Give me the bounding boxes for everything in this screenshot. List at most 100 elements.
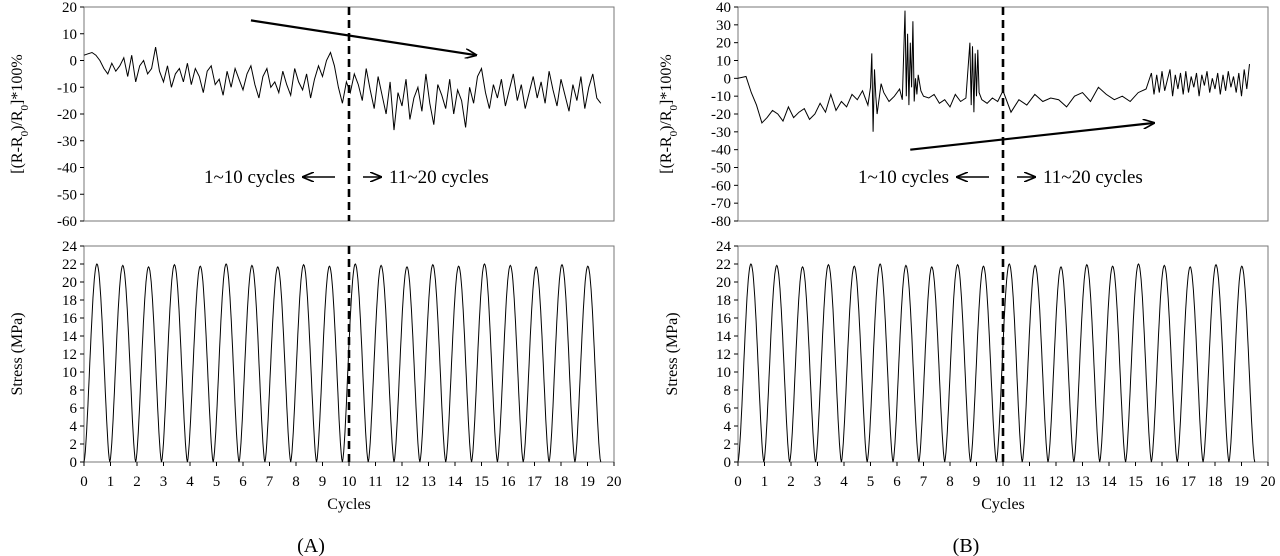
a-stress-ytick-label: 2 — [70, 437, 78, 453]
a-resistance-ytick-label: -10 — [57, 80, 77, 96]
b-resistance-trend-arrow — [910, 123, 1154, 151]
a-resistance-annotation-left: 1~10 cycles — [204, 167, 295, 188]
b-stress-xtick-label: 10 — [996, 474, 1011, 490]
b-resistance-series-line — [737, 10, 1250, 132]
b-stress-ytick-label: 4 — [724, 419, 732, 435]
b-resistance-ytick-label: -20 — [711, 107, 731, 123]
b-stress-ytick-label: 18 — [716, 293, 731, 309]
a-resistance-annotation-right: 11~20 cycles — [389, 167, 489, 188]
b-stress-xtick-label: 11 — [1022, 474, 1036, 490]
a-resistance-ylabel: [(R-R0)/R0]*100% — [9, 54, 31, 173]
b-resistance-ylabel: [(R-R0)/R0]*100% — [658, 54, 680, 173]
a-stress-xtick-label: 4 — [186, 474, 194, 490]
b-stress-stress-series-line — [737, 263, 1256, 463]
b-stress-xtick-label: 12 — [1049, 474, 1064, 490]
a-stress-xtick-label: 18 — [554, 474, 569, 490]
a-stress-ytick-label: 6 — [70, 401, 78, 417]
b-stress-xtick-label: 7 — [920, 474, 928, 490]
b-stress-ytick-label: 2 — [724, 437, 732, 453]
a-stress-xtick-label: 7 — [266, 474, 274, 490]
a-resistance-ytick-label: -50 — [57, 187, 77, 203]
b-stress-ytick-label: 12 — [716, 347, 731, 363]
a-stress-ytick-label: 10 — [62, 365, 77, 381]
a-stress-xtick-label: 13 — [421, 474, 436, 490]
b-stress-ytick-label: 24 — [716, 239, 732, 255]
b-stress-xtick-label: 1 — [761, 474, 769, 490]
b-stress-ytick-label: 10 — [716, 365, 731, 381]
a-stress-ytick-label: 0 — [70, 455, 78, 471]
a-stress-xtick-label: 12 — [395, 474, 410, 490]
a-stress-xtick-label: 3 — [160, 474, 168, 490]
a-stress-xtick-label: 11 — [368, 474, 382, 490]
b-stress-ytick-label: 0 — [724, 455, 732, 471]
a-stress-ytick-label: 24 — [62, 239, 78, 255]
b-stress-ytick-label: 14 — [716, 329, 732, 345]
b-resistance-ytick-label: 30 — [716, 18, 731, 34]
b-stress-ytick-label: 20 — [716, 275, 731, 291]
panel-label-a: (A) — [297, 535, 325, 556]
b-stress-ytick-label: 8 — [724, 383, 732, 399]
b-resistance-ytick-label: -30 — [711, 125, 731, 141]
a-resistance-ytick-label: -20 — [57, 107, 77, 123]
a-stress-ytick-label: 18 — [62, 293, 77, 309]
a-resistance-trend-arrow — [250, 19, 476, 55]
b-resistance-ytick-label: -50 — [711, 161, 731, 177]
b-resistance-ytick-label: -40 — [711, 143, 731, 159]
b-stress-stress-ylabel: Stress (MPa) — [664, 312, 681, 395]
b-stress-xtick-label: 5 — [867, 474, 875, 490]
b-stress-xtick-label: 15 — [1128, 474, 1143, 490]
b-stress-xlabel: Cycles — [981, 496, 1025, 513]
panel-label-b: (B) — [953, 535, 980, 556]
a-stress-ytick-label: 20 — [62, 275, 77, 291]
a-stress-xtick-label: 0 — [80, 474, 88, 490]
b-resistance-ytick-label: 10 — [716, 54, 731, 70]
b-stress-xtick-label: 0 — [734, 474, 742, 490]
b-stress-xtick-label: 16 — [1155, 474, 1171, 490]
a-stress-xtick-label: 17 — [527, 474, 543, 490]
a-stress-stress-series-line — [83, 263, 602, 463]
b-stress-xtick-label: 19 — [1234, 474, 1249, 490]
b-resistance-annotation-right: 11~20 cycles — [1043, 167, 1143, 188]
a-stress-xtick-label: 16 — [501, 474, 517, 490]
b-stress-xtick-label: 2 — [787, 474, 795, 490]
a-stress-xtick-label: 15 — [474, 474, 489, 490]
a-resistance-series-line — [83, 47, 602, 131]
b-stress-xtick-label: 3 — [814, 474, 822, 490]
a-stress-xtick-label: 9 — [319, 474, 327, 490]
a-stress-xtick-label: 2 — [133, 474, 141, 490]
b-resistance-ytick-label: -60 — [711, 178, 731, 194]
a-stress-xtick-label: 6 — [239, 474, 247, 490]
b-resistance-annotation-left: 1~10 cycles — [858, 167, 949, 188]
a-stress-ytick-label: 16 — [62, 311, 78, 327]
b-stress-xtick-label: 20 — [1261, 474, 1276, 490]
a-stress-xtick-label: 8 — [292, 474, 300, 490]
a-stress-ytick-label: 22 — [62, 257, 77, 273]
b-resistance-ytick-label: 0 — [724, 71, 732, 87]
a-resistance-ytick-label: 10 — [62, 27, 77, 43]
a-stress-stress-ylabel: Stress (MPa) — [9, 312, 26, 395]
a-resistance-ytick-label: -30 — [57, 134, 77, 150]
a-stress-ytick-label: 4 — [70, 419, 78, 435]
a-stress-xtick-label: 14 — [448, 474, 464, 490]
b-stress-ytick-label: 22 — [716, 257, 731, 273]
b-stress-xtick-label: 4 — [840, 474, 848, 490]
b-stress-xtick-label: 13 — [1075, 474, 1090, 490]
b-stress-xtick-label: 17 — [1181, 474, 1197, 490]
b-stress-xtick-label: 6 — [893, 474, 901, 490]
b-resistance-ytick-label: -80 — [711, 214, 731, 230]
b-stress-ytick-label: 6 — [724, 401, 732, 417]
a-stress-ytick-label: 14 — [62, 329, 78, 345]
b-resistance-ytick-label: 40 — [716, 0, 731, 16]
b-resistance-ytick-label: -10 — [711, 89, 731, 105]
a-stress-xtick-label: 1 — [107, 474, 115, 490]
a-stress-ytick-label: 8 — [70, 383, 78, 399]
b-stress-xtick-label: 18 — [1208, 474, 1223, 490]
a-stress-xlabel: Cycles — [327, 496, 371, 513]
b-resistance-ytick-label: -70 — [711, 196, 731, 212]
b-stress-ytick-label: 16 — [716, 311, 732, 327]
a-resistance-ytick-label: -60 — [57, 214, 77, 230]
a-resistance-ytick-label: 0 — [70, 54, 78, 70]
